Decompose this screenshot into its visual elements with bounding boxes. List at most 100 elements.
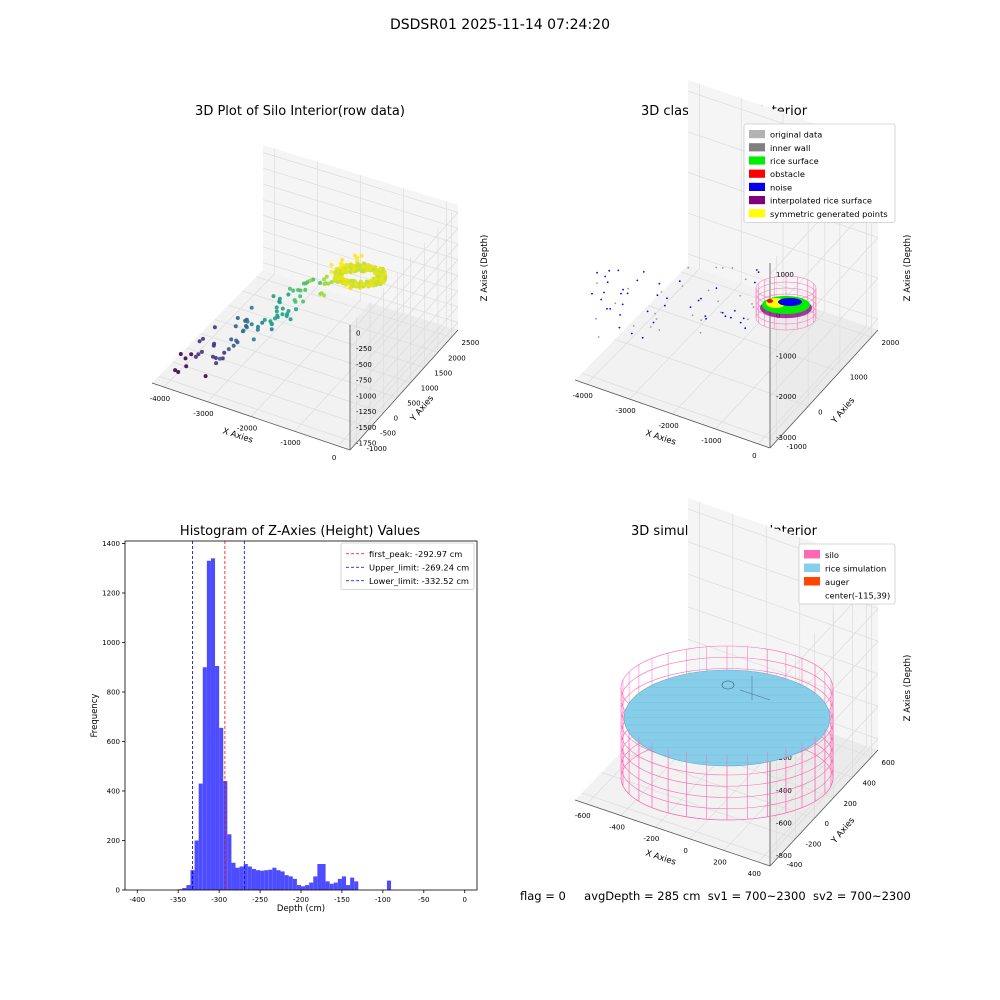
p2-legend-label: original data	[770, 130, 822, 140]
p2-point	[733, 309, 736, 312]
p3-bar	[321, 864, 326, 890]
p3-bar	[386, 880, 392, 890]
p1-point	[235, 316, 240, 320]
p1-point	[201, 336, 205, 341]
p3-bar	[337, 878, 342, 890]
p2-point	[596, 282, 598, 284]
p2-point	[641, 336, 644, 339]
figure-title: DSDSR01 2025-11-14 07:24:20	[389, 17, 610, 33]
p3-bar	[243, 864, 248, 890]
p4-legend-label: auger	[825, 577, 850, 587]
p1-point	[275, 313, 280, 318]
panel3-histogram: -400 -350 -300 -250 -200 -150 -100 -50 0 0 200 400 6…	[90, 540, 478, 914]
p2-point	[618, 326, 621, 329]
p4-x-tick: -600	[575, 812, 591, 820]
p1-point	[249, 322, 254, 327]
p3-bar	[264, 870, 269, 890]
panel2-3d-classify: -4000 -3000 -2000 -1000 0 -1000 0 1000 2000 -3000…	[573, 80, 913, 460]
p2-floor-grid-x	[586, 268, 700, 385]
p1-point	[335, 279, 340, 285]
p3-bar	[317, 864, 322, 890]
p1-point	[329, 263, 334, 267]
p4-center-marker	[721, 680, 735, 690]
p3-bar	[313, 876, 318, 890]
p1-y-axis-line	[349, 329, 459, 451]
p4-y-axis-line	[769, 749, 879, 867]
p3-bar	[325, 881, 330, 890]
p1-point	[183, 356, 188, 361]
p3-x-label: Depth (cm)	[277, 904, 325, 914]
p1-y-label: Y Axies	[408, 393, 436, 424]
p1-point	[323, 281, 328, 286]
p3-bar	[276, 870, 281, 890]
p4-z-tick: -800	[776, 852, 792, 860]
p2-point	[620, 292, 622, 295]
p2-point	[715, 287, 718, 289]
p1-point	[280, 312, 285, 317]
p2-noise-cluster	[778, 298, 802, 306]
p2-point	[689, 306, 692, 308]
p1-point	[292, 298, 297, 303]
p1-point	[222, 350, 227, 355]
p3-frame	[124, 540, 478, 891]
p2-point	[627, 287, 629, 290]
p1-wall-grid-z	[262, 199, 459, 260]
p2-point	[700, 297, 702, 300]
p1-y-tick: 2000	[448, 354, 466, 362]
p1-point	[269, 321, 274, 326]
p2-point	[730, 316, 732, 319]
p1-point	[260, 320, 265, 325]
p1-wall-grid-z	[262, 152, 459, 213]
p2-y-tick: 2000	[882, 339, 900, 347]
p2-wall-grid-z	[769, 318, 879, 438]
p2-x-tick: -4000	[573, 392, 593, 400]
p1-point	[303, 287, 308, 292]
p3-y-tick: 600	[107, 738, 120, 746]
p3-x-tick: -150	[334, 896, 350, 904]
p2-x-tick: -2000	[658, 422, 678, 430]
p2-legend-swatch	[749, 182, 765, 191]
p2-point	[658, 282, 661, 285]
p1-point	[244, 324, 248, 328]
p2-point	[626, 292, 629, 295]
p4-wall-grid-z	[687, 606, 879, 675]
p2-floor-grid-y	[647, 305, 840, 373]
p1-point	[233, 324, 238, 329]
p1-point	[329, 280, 334, 285]
p2-point	[666, 297, 668, 300]
p1-point	[284, 314, 289, 318]
p2-floor-grid-x	[629, 282, 742, 400]
p1-point	[340, 263, 345, 268]
p1-floor-grid-x	[207, 286, 318, 403]
p1-point	[351, 263, 356, 269]
p1-floor-grid-y	[214, 319, 411, 383]
p2-x-tick: -1000	[701, 437, 721, 445]
p2-floor-grid-y	[614, 339, 809, 407]
p2-wall-grid-z	[769, 277, 879, 397]
p1-point	[273, 316, 277, 321]
p3-x-tick: -100	[375, 896, 391, 904]
p2-point	[678, 280, 681, 283]
p3-bar	[202, 667, 207, 890]
p3-x-tick: -50	[418, 896, 429, 904]
p1-wall-grid-z	[262, 246, 459, 308]
p1-point	[217, 356, 222, 361]
p4-y-tick: 0	[824, 820, 828, 828]
p2-point	[649, 326, 652, 328]
p2-point	[642, 271, 645, 273]
p1-point	[213, 356, 218, 360]
p4-x-tick: -200	[643, 835, 659, 843]
p1-floor-grid-y	[256, 276, 452, 338]
p3-y-label: Frequency	[90, 694, 100, 738]
p1-point	[305, 280, 310, 285]
p1-point	[249, 305, 254, 310]
p2-point	[603, 291, 605, 294]
p4-legend-label: rice simulation	[825, 563, 886, 573]
sv1-text: sv1 = 700~2300	[707, 889, 806, 903]
p2-point	[715, 266, 718, 269]
p3-bar	[223, 781, 228, 890]
p3-bar	[206, 560, 211, 890]
p3-bar	[260, 870, 265, 890]
p2-legend-swatch	[749, 143, 765, 152]
p3-bar	[251, 868, 256, 890]
